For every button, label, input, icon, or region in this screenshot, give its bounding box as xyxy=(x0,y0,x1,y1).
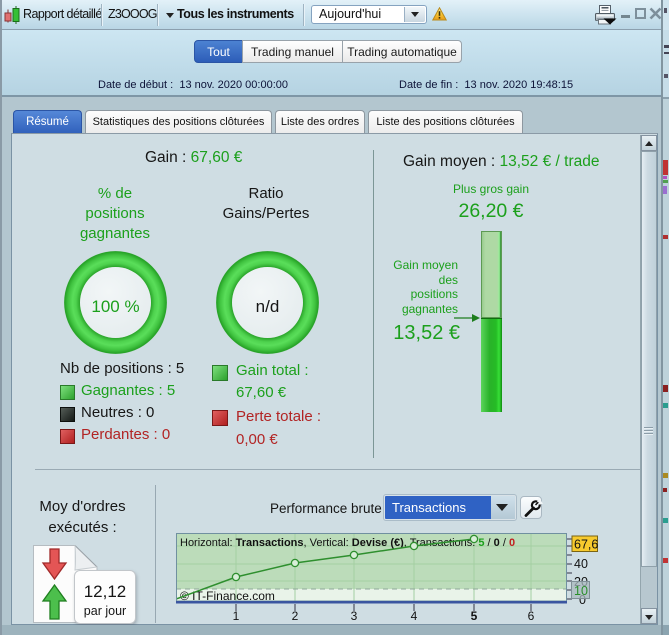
svg-text:4: 4 xyxy=(411,609,418,623)
svg-text:1: 1 xyxy=(233,609,240,623)
svg-text:© IT-Finance.com: © IT-Finance.com xyxy=(180,589,275,603)
svg-text:40: 40 xyxy=(574,557,588,571)
svg-text:10: 10 xyxy=(574,584,588,598)
svg-text:Horizontal: Transactions, Vert: Horizontal: Transactions, Vertical: Devi… xyxy=(180,537,515,549)
svg-text:3: 3 xyxy=(351,609,358,623)
svg-text:67,6: 67,6 xyxy=(574,538,598,552)
svg-text:2: 2 xyxy=(292,609,299,623)
svg-text:0: 0 xyxy=(579,593,586,607)
svg-text:5: 5 xyxy=(471,609,478,623)
svg-text:6: 6 xyxy=(528,609,535,623)
